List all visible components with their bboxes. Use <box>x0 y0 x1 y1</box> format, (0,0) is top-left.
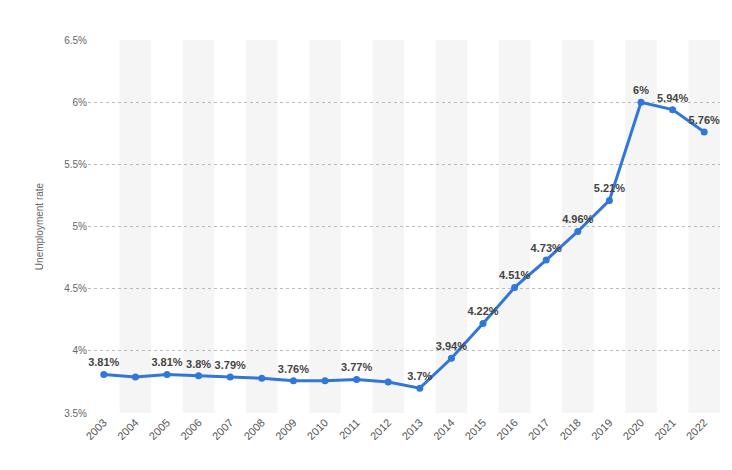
svg-text:2022: 2022 <box>684 416 710 442</box>
svg-text:5%: 5% <box>73 221 88 232</box>
svg-text:5.94%: 5.94% <box>657 92 688 104</box>
svg-text:2008: 2008 <box>241 416 267 442</box>
svg-text:5.21%: 5.21% <box>594 182 625 194</box>
svg-text:3.5%: 3.5% <box>64 408 87 419</box>
svg-text:3.8%: 3.8% <box>186 358 211 370</box>
svg-text:6.5%: 6.5% <box>64 35 87 46</box>
svg-text:2007: 2007 <box>210 416 236 442</box>
svg-text:2018: 2018 <box>557 416 583 442</box>
svg-text:6%: 6% <box>73 97 88 108</box>
svg-text:2011: 2011 <box>337 416 362 441</box>
svg-text:3.79%: 3.79% <box>215 359 246 371</box>
svg-text:4.5%: 4.5% <box>64 283 87 294</box>
svg-text:2006: 2006 <box>178 416 204 442</box>
svg-text:2019: 2019 <box>589 416 615 442</box>
svg-text:3.94%: 3.94% <box>436 340 467 352</box>
svg-text:5.5%: 5.5% <box>64 159 87 170</box>
svg-text:4.22%: 4.22% <box>467 305 498 317</box>
svg-text:2005: 2005 <box>147 416 173 442</box>
svg-text:Unemployment rate: Unemployment rate <box>34 182 45 270</box>
svg-text:6%: 6% <box>633 84 649 96</box>
svg-text:2020: 2020 <box>621 416 647 442</box>
svg-text:2017: 2017 <box>526 416 552 442</box>
svg-text:2016: 2016 <box>494 416 520 442</box>
svg-text:2012: 2012 <box>368 416 394 442</box>
svg-text:3.77%: 3.77% <box>341 361 372 373</box>
svg-text:4.51%: 4.51% <box>499 269 530 281</box>
svg-text:2013: 2013 <box>399 416 425 442</box>
svg-text:2004: 2004 <box>115 416 141 442</box>
svg-text:2009: 2009 <box>273 416 299 442</box>
svg-text:3.7%: 3.7% <box>407 370 432 382</box>
svg-text:5.76%: 5.76% <box>689 114 720 126</box>
svg-text:2014: 2014 <box>431 416 457 442</box>
svg-text:2003: 2003 <box>83 416 109 442</box>
svg-text:2015: 2015 <box>463 416 489 442</box>
svg-text:2021: 2021 <box>652 416 678 442</box>
svg-text:3.81%: 3.81% <box>88 356 119 368</box>
svg-text:4.96%: 4.96% <box>562 213 593 225</box>
svg-text:4%: 4% <box>73 345 88 356</box>
svg-text:4.73%: 4.73% <box>531 242 562 254</box>
svg-text:2010: 2010 <box>305 416 331 442</box>
svg-text:3.76%: 3.76% <box>278 363 309 375</box>
svg-text:3.81%: 3.81% <box>151 356 182 368</box>
